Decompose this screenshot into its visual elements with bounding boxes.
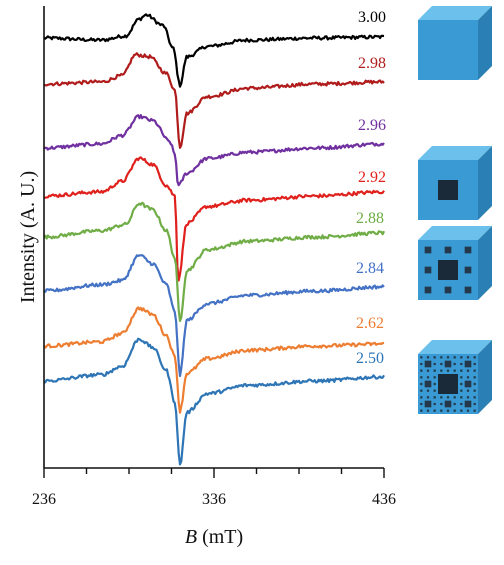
menger-cube-level-3 bbox=[418, 340, 492, 414]
x-tick-label: 436 bbox=[372, 491, 396, 508]
series-label: 3.00 bbox=[358, 9, 386, 26]
x-tick-label: 236 bbox=[32, 491, 56, 508]
series-label: 2.92 bbox=[358, 169, 386, 186]
series-label: 2.88 bbox=[356, 210, 384, 227]
spectrum-line-3-00 bbox=[43, 13, 385, 88]
menger-cube-level-1 bbox=[418, 146, 492, 220]
x-axis-title: B (mT) bbox=[185, 526, 243, 548]
spectra-curves bbox=[43, 13, 386, 466]
series-label: 2.84 bbox=[356, 260, 384, 277]
spectra-plot: 3.00 2.98 2.96 2.92 2.88 2.84 2.62 2.50 236 336 4… bbox=[17, 6, 396, 548]
x-tick-label: 336 bbox=[202, 491, 226, 508]
series-label: 2.50 bbox=[356, 350, 384, 367]
series-labels: 3.00 2.98 2.96 2.92 2.88 2.84 2.62 2.50 bbox=[356, 9, 386, 367]
x-axis-tick-labels: 236 336 436 bbox=[32, 491, 396, 508]
spectrum-line-2-96 bbox=[43, 114, 385, 187]
x-axis-symbol: B bbox=[185, 526, 197, 548]
series-label: 2.96 bbox=[358, 117, 386, 134]
spectrum-line-2-88 bbox=[43, 201, 386, 322]
spectrum-line-2-84 bbox=[43, 254, 385, 378]
spectrum-line-2-62 bbox=[43, 306, 385, 414]
x-axis-unit: (mT) bbox=[202, 526, 243, 548]
spectrum-line-2-98 bbox=[43, 52, 385, 149]
menger-cube-illustrations bbox=[418, 6, 492, 414]
menger-cube-level-2 bbox=[418, 226, 492, 300]
spectrum-line-2-92 bbox=[43, 156, 385, 282]
menger-cube-level-0 bbox=[418, 6, 492, 80]
series-label: 2.62 bbox=[356, 315, 384, 332]
series-label: 2.98 bbox=[358, 55, 386, 72]
spectrum-line-2-50 bbox=[43, 337, 385, 466]
x-axis-ticks bbox=[43, 468, 385, 478]
y-axis-title: Intensity (A. U.) bbox=[17, 171, 39, 303]
